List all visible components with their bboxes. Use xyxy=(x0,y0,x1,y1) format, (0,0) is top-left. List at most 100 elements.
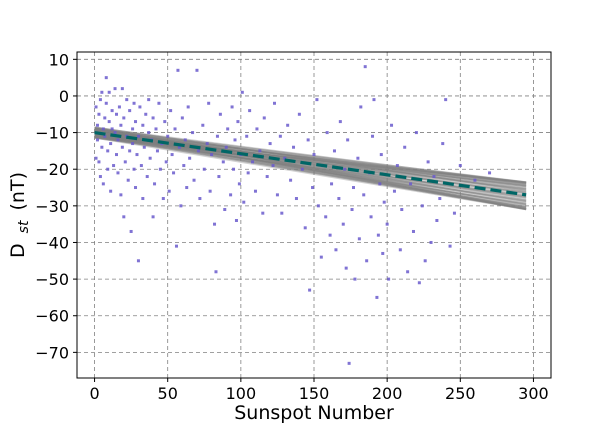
data-point xyxy=(376,233,380,237)
y-tick-label: −30 xyxy=(35,197,69,216)
y-tick-label: −50 xyxy=(35,270,69,289)
data-point xyxy=(164,160,168,164)
data-point xyxy=(271,164,275,168)
ensemble-line xyxy=(94,128,527,188)
data-point xyxy=(488,171,492,175)
data-point xyxy=(378,182,382,186)
data-point xyxy=(113,87,117,91)
y-axis-label-main: D xyxy=(7,243,29,258)
ensemble-line xyxy=(94,131,527,210)
ensemble-line xyxy=(94,136,527,205)
data-point xyxy=(195,68,199,72)
data-point xyxy=(104,76,108,80)
data-point xyxy=(100,145,104,149)
data-point xyxy=(155,149,159,153)
data-point xyxy=(417,281,421,285)
ticks-layer: 0 50 100 150 200 250 300100−10−20−30−40−50−60−… xyxy=(35,50,548,403)
ensemble-line xyxy=(94,135,527,210)
data-point xyxy=(170,153,174,157)
data-point xyxy=(139,164,143,168)
data-point xyxy=(300,167,304,171)
data-point xyxy=(344,266,348,270)
data-point xyxy=(161,197,165,201)
x-tick-label: 50 xyxy=(158,384,178,403)
data-point xyxy=(371,134,375,138)
data-point xyxy=(215,134,219,138)
data-point xyxy=(324,215,328,219)
data-point xyxy=(362,193,366,197)
data-point xyxy=(104,101,108,105)
data-point xyxy=(353,277,357,281)
data-point xyxy=(356,156,360,160)
data-point xyxy=(273,101,276,105)
ensemble-line xyxy=(94,126,527,192)
data-point xyxy=(98,175,102,179)
data-point xyxy=(286,123,290,127)
ensemble-line xyxy=(94,136,527,211)
data-point xyxy=(224,145,228,149)
fit-line-layer xyxy=(94,131,527,197)
data-point xyxy=(177,145,181,149)
data-point xyxy=(198,197,202,201)
data-point xyxy=(240,90,244,94)
data-point xyxy=(134,120,138,124)
ensemble-line xyxy=(94,133,527,198)
data-point xyxy=(217,175,221,179)
scatter-points-layer xyxy=(94,65,492,365)
data-point xyxy=(337,197,341,201)
data-point xyxy=(223,208,227,212)
ensemble-line xyxy=(94,127,527,189)
data-point xyxy=(144,112,148,116)
ensemble-line xyxy=(94,130,527,184)
ensemble-line xyxy=(94,126,527,192)
data-point xyxy=(242,200,246,204)
data-point xyxy=(262,116,266,120)
data-point xyxy=(196,149,200,153)
data-point xyxy=(218,112,222,116)
data-point xyxy=(229,193,233,197)
data-point xyxy=(390,123,394,127)
ensemble-line xyxy=(94,136,527,199)
data-point xyxy=(236,120,240,124)
data-point xyxy=(328,233,332,237)
data-point xyxy=(208,189,212,193)
data-point xyxy=(186,105,190,109)
data-point xyxy=(395,164,399,168)
ensemble-line xyxy=(94,133,527,211)
data-point xyxy=(312,153,316,157)
data-point xyxy=(379,153,383,157)
data-point xyxy=(147,98,151,102)
ensemble-line xyxy=(94,131,527,185)
fit-line xyxy=(94,131,527,197)
data-point xyxy=(202,167,206,171)
ensemble-line xyxy=(94,130,527,191)
data-point xyxy=(458,164,462,168)
data-point xyxy=(153,182,157,186)
data-point xyxy=(109,189,113,193)
data-point xyxy=(120,145,124,149)
data-point xyxy=(308,288,312,292)
data-point xyxy=(180,116,184,120)
data-point xyxy=(210,153,214,157)
data-point xyxy=(473,178,477,182)
data-point xyxy=(188,156,192,160)
data-point xyxy=(230,105,234,109)
data-point xyxy=(406,270,410,274)
data-point xyxy=(338,120,342,124)
data-point xyxy=(311,186,315,190)
data-point xyxy=(382,200,386,204)
data-point xyxy=(126,178,130,182)
data-point xyxy=(122,116,126,120)
data-point xyxy=(226,127,230,131)
data-point xyxy=(106,167,110,171)
x-tick-label: 300 xyxy=(518,384,549,403)
data-point xyxy=(432,175,436,179)
data-point xyxy=(106,149,110,153)
ensemble-line xyxy=(94,127,527,195)
data-point xyxy=(147,131,151,135)
data-point xyxy=(138,105,142,109)
data-point xyxy=(400,208,404,212)
data-point xyxy=(154,127,158,131)
data-point xyxy=(185,186,189,190)
data-point xyxy=(359,105,363,109)
